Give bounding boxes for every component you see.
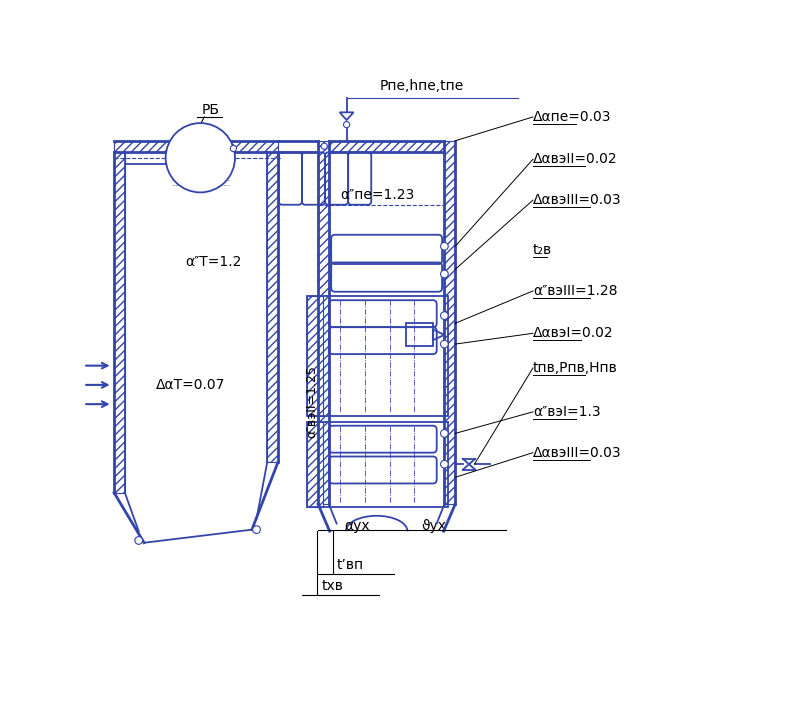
Bar bbox=[70, 377, 83, 393]
Bar bbox=[70, 358, 83, 374]
Text: PБ: PБ bbox=[202, 103, 220, 117]
Text: αух: αух bbox=[344, 519, 370, 533]
Text: Pпе,hпе,tпе: Pпе,hпе,tпе bbox=[379, 79, 464, 93]
Circle shape bbox=[440, 460, 448, 468]
Bar bbox=[406, 324, 433, 346]
Text: ΔαвэIII=0.03: ΔαвэIII=0.03 bbox=[533, 446, 622, 460]
Circle shape bbox=[440, 243, 448, 250]
Circle shape bbox=[321, 143, 327, 149]
Text: tпв,Pпв,Hпв: tпв,Pпв,Hпв bbox=[533, 361, 618, 375]
Circle shape bbox=[440, 341, 448, 348]
Bar bbox=[83, 393, 99, 415]
Text: α″вэIII=1.28: α″вэIII=1.28 bbox=[533, 284, 618, 298]
Circle shape bbox=[440, 312, 448, 319]
Circle shape bbox=[135, 537, 143, 544]
Text: t₂в: t₂в bbox=[533, 243, 552, 257]
Bar bbox=[114, 141, 278, 152]
Bar bbox=[83, 374, 99, 396]
Bar bbox=[307, 296, 448, 416]
Text: α″Т=1.2: α″Т=1.2 bbox=[185, 255, 242, 269]
Circle shape bbox=[440, 429, 448, 437]
Circle shape bbox=[231, 145, 236, 152]
Text: ΔαвэIII=0.03: ΔαвэIII=0.03 bbox=[533, 193, 622, 207]
Bar bbox=[307, 422, 322, 507]
Circle shape bbox=[166, 123, 235, 192]
Bar bbox=[307, 422, 448, 507]
Text: tхв: tхв bbox=[321, 579, 343, 593]
Text: α″вэI=1.3: α″вэI=1.3 bbox=[533, 405, 601, 419]
Circle shape bbox=[343, 121, 350, 128]
Bar bbox=[318, 141, 329, 504]
Bar bbox=[267, 152, 278, 462]
Bar bbox=[307, 296, 322, 416]
Text: ΔαТ=0.07: ΔαТ=0.07 bbox=[156, 378, 225, 392]
Bar bbox=[83, 355, 99, 376]
Text: Δαпе=0.03: Δαпе=0.03 bbox=[533, 110, 611, 124]
Text: α″пе=1.23: α″пе=1.23 bbox=[341, 188, 415, 202]
Text: α″вэII=1.25: α″вэII=1.25 bbox=[306, 364, 318, 438]
Text: ϑух: ϑух bbox=[421, 519, 446, 533]
Circle shape bbox=[440, 270, 448, 278]
Bar bbox=[70, 396, 83, 412]
Bar bbox=[444, 141, 455, 504]
Text: ΔαвэII=0.02: ΔαвэII=0.02 bbox=[533, 152, 618, 166]
Circle shape bbox=[253, 526, 260, 534]
Text: t’вп: t’вп bbox=[337, 558, 364, 572]
Bar bbox=[114, 152, 124, 493]
Text: ΔαвэI=0.02: ΔαвэI=0.02 bbox=[533, 326, 614, 341]
Bar bbox=[329, 141, 444, 152]
